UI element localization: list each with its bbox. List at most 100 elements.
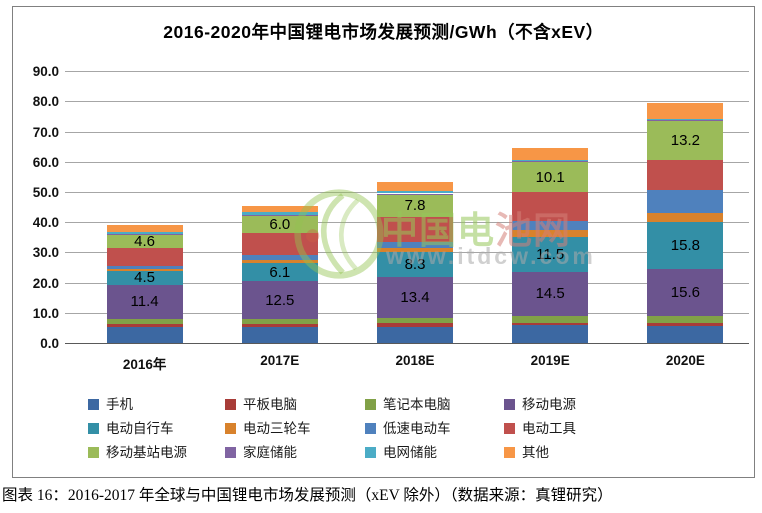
x-axis-label: 2016年 bbox=[122, 357, 167, 372]
y-axis-tick-label: 10.0 bbox=[32, 305, 59, 321]
legend-label: 电动三轮车 bbox=[243, 421, 311, 436]
bar-segment bbox=[512, 315, 589, 323]
bar-segment bbox=[377, 181, 453, 191]
bar-segment bbox=[106, 248, 183, 266]
legend-swatch-icon bbox=[365, 423, 376, 434]
bar-segment bbox=[377, 242, 453, 248]
bar-segment bbox=[241, 205, 318, 212]
legend-label: 手机 bbox=[106, 397, 133, 412]
gridline bbox=[65, 71, 749, 73]
bar-segment bbox=[106, 319, 183, 324]
bar-segment-label: 15.6 bbox=[670, 284, 700, 302]
chart-title: 2016-2020年中国锂电市场发展预测/GWh（不含xEV） bbox=[163, 22, 604, 42]
bar-segment bbox=[647, 160, 724, 190]
legend-item: 家庭储能 bbox=[225, 441, 297, 461]
legend-label: 移动电源 bbox=[522, 397, 576, 412]
x-axis-label: 2020E bbox=[665, 353, 705, 368]
bar-segment bbox=[377, 323, 453, 327]
bar-segment bbox=[647, 102, 724, 119]
bar-segment: 13.4 bbox=[377, 277, 453, 318]
legend-item: 移动电源 bbox=[504, 393, 576, 413]
legend-swatch-icon bbox=[88, 447, 99, 458]
legend-swatch-icon bbox=[88, 399, 99, 410]
bar-segment bbox=[241, 259, 318, 263]
gridline bbox=[65, 131, 749, 133]
bar-segment-label: 7.8 bbox=[404, 197, 426, 215]
bar-segment: 7.8 bbox=[377, 193, 453, 218]
legend-swatch-icon bbox=[504, 399, 515, 410]
bar-segment: 6.1 bbox=[241, 262, 318, 282]
legend-swatch-icon bbox=[225, 423, 236, 434]
bar-segment bbox=[512, 147, 589, 160]
bar-segment-label: 15.8 bbox=[670, 236, 700, 254]
bar-segment bbox=[106, 265, 183, 269]
bar-segment bbox=[241, 233, 318, 256]
y-axis-tick-label: 0.0 bbox=[40, 336, 59, 351]
legend-item: 平板电脑 bbox=[225, 393, 297, 413]
legend-swatch-icon bbox=[504, 423, 515, 434]
gridline bbox=[65, 161, 749, 163]
plot-area: 0.0 10.0 20.0 30.0 40.0 50.0 60.0 70.0 80.0 90.0 1… bbox=[13, 7, 754, 477]
bar-segment bbox=[647, 323, 724, 327]
bar-segment: 15.8 bbox=[647, 221, 724, 270]
bar-segment: 4.6 bbox=[106, 234, 183, 249]
bar-segment bbox=[241, 255, 318, 260]
bar-segment bbox=[512, 322, 589, 326]
bar-segment: 14.5 bbox=[512, 271, 589, 316]
bar-segment bbox=[512, 159, 589, 162]
bar-segment bbox=[241, 211, 318, 215]
legend-swatch-icon bbox=[225, 399, 236, 410]
bar-segment bbox=[512, 220, 589, 231]
legend-item: 手机 bbox=[88, 393, 133, 413]
y-axis-tick-label: 70.0 bbox=[32, 124, 59, 140]
bar-segment-label: 10.1 bbox=[535, 168, 565, 186]
bar-segment: 12.5 bbox=[241, 281, 318, 320]
bar-segment bbox=[647, 189, 724, 214]
legend-label: 家庭储能 bbox=[243, 445, 297, 460]
legend-swatch-icon bbox=[88, 423, 99, 434]
legend-label: 电动自行车 bbox=[106, 421, 174, 436]
legend-swatch-icon bbox=[365, 399, 376, 410]
legend-label: 电动工具 bbox=[522, 421, 576, 436]
bar-segment: 11.5 bbox=[512, 236, 589, 272]
bar-segment: 15.6 bbox=[647, 269, 724, 317]
legend-label: 电网储能 bbox=[383, 445, 437, 460]
bar-segment-label: 6.0 bbox=[269, 215, 291, 233]
legend-label: 移动基站电源 bbox=[106, 445, 187, 460]
bar-segment bbox=[512, 325, 589, 343]
legend-item: 笔记本电脑 bbox=[365, 393, 451, 413]
bar-segment-label: 13.2 bbox=[670, 131, 700, 149]
bar-segment bbox=[377, 247, 453, 253]
bar-segment bbox=[106, 326, 183, 343]
legend-swatch-icon bbox=[504, 447, 515, 458]
bar-segment bbox=[377, 317, 453, 324]
bar-segment bbox=[647, 326, 724, 343]
legend-item: 电动三轮车 bbox=[225, 417, 311, 437]
legend-item: 移动基站电源 bbox=[88, 441, 187, 461]
gridline bbox=[65, 101, 749, 103]
bar-segment bbox=[512, 192, 589, 221]
bar-segment: 13.2 bbox=[647, 120, 724, 161]
bar-segment-label: 4.5 bbox=[134, 269, 156, 287]
y-axis-tick-label: 60.0 bbox=[32, 154, 59, 170]
bar-segment: 6.0 bbox=[241, 215, 318, 234]
bar-segment: 11.4 bbox=[106, 284, 183, 320]
legend-label: 其他 bbox=[522, 445, 549, 460]
bar-segment-label: 11.4 bbox=[130, 293, 159, 311]
bar-segment bbox=[106, 323, 183, 327]
bar-segment bbox=[512, 230, 589, 237]
bar-segment: 8.3 bbox=[377, 252, 453, 278]
y-axis-tick-label: 50.0 bbox=[32, 185, 59, 200]
bar-segment bbox=[377, 326, 453, 343]
y-axis-tick-label: 40.0 bbox=[32, 215, 59, 231]
legend-label: 低速电动车 bbox=[383, 421, 451, 436]
bar-segment-label: 13.4 bbox=[400, 289, 430, 307]
legend-item: 低速电动车 bbox=[365, 417, 451, 437]
bar-segment bbox=[241, 327, 318, 343]
bar-segment-label: 12.5 bbox=[265, 291, 295, 309]
bar-segment bbox=[106, 224, 183, 232]
bar-segment bbox=[377, 190, 453, 194]
x-axis-label: 2019E bbox=[530, 353, 570, 368]
legend-item: 电动工具 bbox=[504, 417, 576, 437]
y-axis-tick-label: 30.0 bbox=[32, 245, 59, 261]
